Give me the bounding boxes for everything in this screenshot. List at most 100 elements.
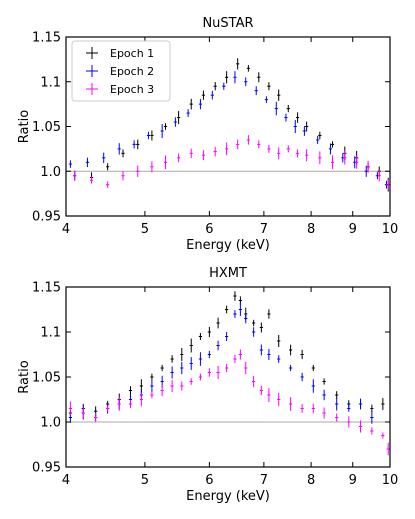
- data-point: [150, 161, 154, 173]
- data-point: [106, 181, 110, 188]
- data-point: [370, 404, 374, 413]
- data-point: [207, 326, 211, 338]
- data-point: [233, 291, 237, 301]
- data-point: [180, 381, 184, 391]
- data-point: [277, 334, 281, 348]
- data-point: [267, 144, 271, 153]
- data-point: [277, 392, 281, 407]
- data-point: [370, 411, 374, 424]
- data-point: [335, 397, 339, 411]
- data-point: [236, 58, 240, 70]
- data-point: [139, 392, 143, 407]
- data-point: [257, 72, 261, 83]
- data-point: [198, 352, 203, 366]
- data-point: [180, 361, 184, 375]
- x-tick-label: 7: [260, 473, 268, 488]
- data-point: [150, 380, 154, 392]
- panel-2: 4 5 6 7 8 9 10 0.95 1.0 1.05 1.1 1.15 HXMT Energy (ke…: [17, 266, 398, 504]
- series-epoch-1: [68, 291, 385, 417]
- y-tick-label: 1.1: [40, 75, 61, 90]
- x-tick-label: 10: [382, 222, 399, 237]
- data-point: [233, 310, 237, 318]
- data-point: [305, 149, 309, 162]
- data-point: [322, 378, 326, 385]
- data-point: [343, 151, 347, 165]
- data-point: [207, 350, 211, 359]
- data-point: [207, 368, 211, 377]
- data-point: [254, 86, 258, 96]
- series-epoch-1: [73, 58, 390, 192]
- data-point: [289, 397, 293, 411]
- data-point: [328, 143, 333, 155]
- data-point: [128, 399, 133, 409]
- data-point: [198, 333, 203, 340]
- chart-title: NuSTAR: [202, 16, 253, 31]
- y-tick-label: 0.95: [32, 461, 61, 476]
- data-point: [358, 398, 363, 410]
- x-tick-label: 8: [307, 473, 315, 488]
- x-tick-label: 10: [382, 473, 399, 488]
- series-epoch-3: [68, 349, 390, 456]
- data-point: [252, 319, 256, 327]
- data-point: [274, 101, 278, 116]
- x-tick-label: 5: [141, 473, 149, 488]
- legend: Epoch 1 Epoch 2 Epoch 3: [71, 40, 171, 102]
- data-point: [213, 146, 217, 157]
- data-point: [132, 140, 136, 149]
- data-point: [305, 121, 309, 132]
- data-point: [201, 90, 206, 100]
- data-point: [146, 131, 151, 140]
- axes-frame: [65, 286, 391, 468]
- data-point: [177, 153, 181, 163]
- data-point: [117, 397, 121, 411]
- data-point: [117, 143, 121, 155]
- y-axis-label: Ratio: [17, 110, 32, 143]
- data-point: [121, 171, 125, 181]
- data-point: [295, 149, 300, 158]
- data-point: [252, 375, 256, 388]
- x-tick-label: 6: [205, 473, 213, 488]
- data-point: [225, 305, 229, 314]
- data-point: [225, 142, 229, 156]
- data-point: [216, 340, 220, 351]
- data-point: [293, 119, 297, 134]
- data-point: [366, 160, 370, 173]
- x-tick-label: 6: [205, 222, 213, 237]
- data-point: [289, 344, 293, 356]
- data-point: [170, 379, 174, 393]
- data-point: [163, 155, 168, 170]
- y-tick-label: 1.1: [40, 326, 61, 341]
- legend-item: Epoch 3: [86, 83, 154, 96]
- data-point: [300, 372, 304, 382]
- legend-box: [71, 40, 171, 102]
- data-point: [381, 398, 385, 410]
- series-epoch-2: [68, 302, 374, 424]
- data-point: [381, 432, 385, 439]
- data-point: [322, 389, 326, 401]
- data-point: [198, 373, 203, 381]
- data-point: [244, 77, 248, 87]
- data-point: [236, 139, 240, 150]
- y-tick-label: 1.15: [32, 281, 61, 296]
- data-point: [330, 155, 335, 170]
- data-point: [233, 71, 237, 84]
- data-point: [106, 163, 110, 171]
- data-point: [136, 139, 140, 150]
- data-point: [259, 385, 263, 396]
- x-tick-label: 5: [141, 222, 149, 237]
- data-point: [252, 327, 256, 337]
- data-point: [295, 112, 300, 123]
- data-point: [225, 332, 229, 341]
- data-point: [189, 98, 193, 110]
- data-point: [94, 412, 98, 423]
- data-point: [370, 427, 374, 435]
- x-tick-label: 4: [62, 222, 70, 237]
- data-point: [68, 401, 72, 416]
- data-point: [238, 302, 242, 317]
- data-point: [201, 150, 206, 161]
- legend-item: Epoch 2: [86, 65, 154, 78]
- data-point: [318, 131, 322, 140]
- data-point: [210, 90, 214, 100]
- x-tick-label: 9: [349, 473, 357, 488]
- data-point: [386, 442, 390, 456]
